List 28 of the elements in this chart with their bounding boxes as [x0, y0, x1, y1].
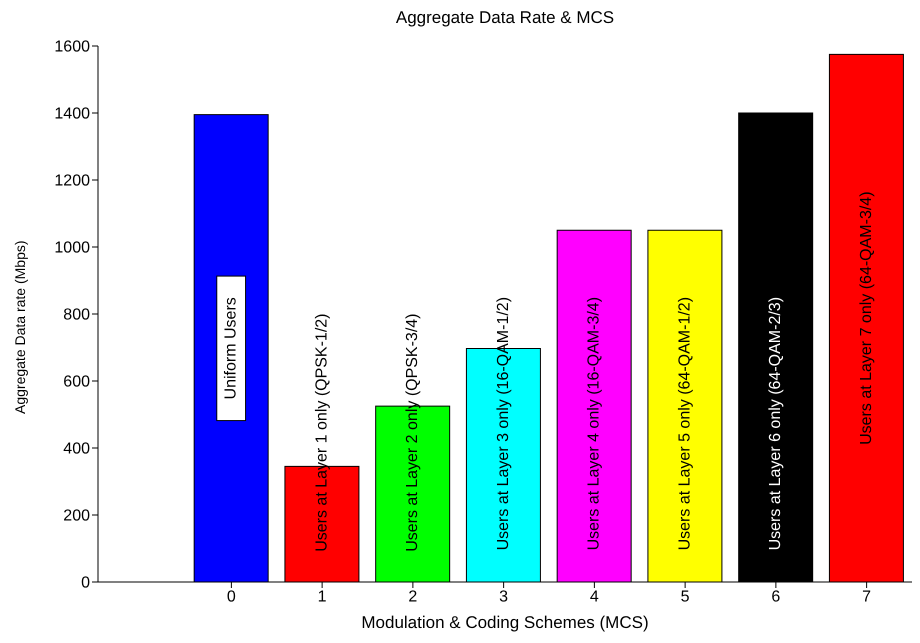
y-tick-label: 1200	[54, 172, 90, 190]
annotation: Users at Layer 5 only (64-QAM-1/2)	[676, 296, 694, 550]
chart-title: Aggregate Data Rate & MCS	[394, 8, 616, 29]
annotation: Users at Layer 1 only (QPSK-1/2)	[313, 313, 330, 552]
x-tick-label: 6	[771, 588, 780, 606]
y-tick-label: 600	[63, 374, 90, 391]
x-axis-title: Modulation & Coding Schemes (MCS)	[361, 613, 649, 632]
y-tick-label: 800	[63, 306, 90, 324]
x-tick-label: 5	[680, 588, 690, 606]
y-axis-title: Aggregate Data rate (Mbps)	[12, 240, 28, 414]
annotation: Uniform Users	[222, 297, 240, 400]
x-tick-label: 1	[318, 588, 327, 606]
y-tick-label: 200	[63, 508, 90, 525]
y-tick-label: 400	[63, 440, 90, 458]
x-tick-label: 2	[408, 588, 418, 606]
annotation: Users at Layer 3 only (16-QAM-1/2)	[494, 296, 512, 550]
annotation: Users at Layer 4 only (16-QAM-3/4)	[586, 296, 603, 550]
y-tick-label: 1400	[54, 106, 90, 123]
y-tick-label: 0	[81, 574, 90, 592]
y-tick-label: 1000	[54, 240, 90, 257]
annotation: Users at Layer 6 only (64-QAM-2/3)	[767, 296, 784, 550]
x-tick-label: 3	[499, 588, 508, 606]
annotation: Users at Layer 2 only (QPSK-3/4)	[404, 313, 422, 552]
x-tick-label: 4	[590, 588, 599, 606]
annotation: Users at Layer 7 only (64-QAM-3/4)	[858, 191, 875, 445]
x-tick-label: 0	[226, 588, 236, 606]
y-tick-label: 1600	[54, 38, 90, 56]
x-tick-label: 7	[862, 588, 872, 606]
